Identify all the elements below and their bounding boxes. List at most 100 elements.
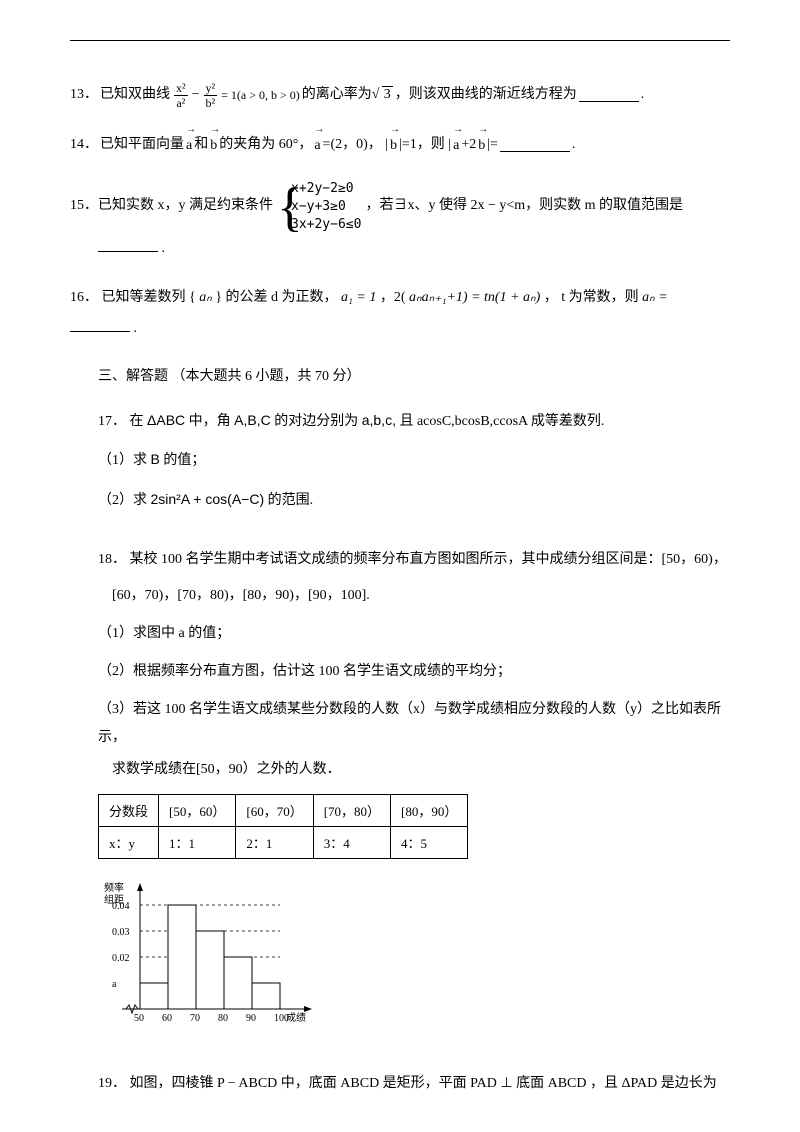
- question-15: 15． 已知实数 x，y 满足约束条件 { x+2y−2≥0 x−y+3≥0 3…: [70, 180, 730, 265]
- vec-a-2: a: [314, 129, 320, 162]
- vec-a-1: a: [186, 129, 192, 162]
- vec-b-1: b: [210, 129, 217, 162]
- q17-1d: A,B,C: [234, 412, 271, 428]
- q14-pre: 已知平面向量: [100, 130, 184, 161]
- q16-a1: a₁ = 1: [341, 290, 376, 305]
- q16-expr: aₙaₙ₊₁+1) = tn(1 + aₙ): [409, 290, 540, 305]
- cell-0: 1：1: [159, 827, 236, 859]
- ratio-table: 分数段 [50，60） [60，70） [70，80） [80，90） x：y …: [98, 794, 468, 859]
- q13-eqtail: = 1(a > 0, b > 0): [221, 82, 300, 108]
- q18-sub3: （3）若这 100 名学生语文成绩某些分数段的人数（x）与数学成绩相应分数段的人…: [98, 696, 730, 752]
- q18-sub3b: 求数学成绩在[50，90）之外的人数．: [112, 756, 730, 784]
- svg-text:0.02: 0.02: [112, 953, 130, 964]
- cell-2: 3：4: [313, 827, 390, 859]
- q16-d: ， t 为常数，则: [544, 290, 642, 305]
- svg-text:频率: 频率: [104, 881, 124, 894]
- q15-post: ，若∃x、y 使得 2x − y<m，则实数 m 的取值范围是: [365, 191, 683, 222]
- q16-b: } 的公差 d 为正数，: [215, 290, 337, 305]
- svg-text:成绩: 成绩: [286, 1011, 306, 1024]
- q17-sub2: （2）求 2sin²A + cos(A−C) 的范围.: [98, 485, 730, 515]
- svg-text:0.04: 0.04: [112, 901, 130, 912]
- q13-pre: 已知双曲线: [100, 80, 170, 111]
- brace-icon: {: [277, 180, 303, 235]
- q16-period: .: [134, 321, 138, 336]
- q16-blank: [70, 318, 130, 332]
- q13-minus: −: [192, 80, 200, 111]
- question-19: 19． 如图，四棱锥 P − ABCD 中，底面 ABCD 是矩形，平面 PAD…: [98, 1069, 730, 1100]
- cell-3: 4：5: [391, 827, 468, 859]
- th-2: [60，70）: [236, 795, 313, 827]
- q18-sub2: （2）根据频率分布直方图，估计这 100 名学生语文成绩的平均分；: [98, 658, 730, 686]
- question-18: 18． 某校 100 名学生期中考试语文成绩的频率分布直方图如图所示，其中成绩分…: [98, 545, 730, 576]
- q14-valb: |=1，则 |: [399, 130, 451, 161]
- q13-blank: [579, 88, 639, 102]
- question-14: 14． 已知平面向量 a 和 b 的夹角为 60°， a =(2，0)， | b…: [70, 129, 730, 162]
- q15-blank: [98, 238, 158, 252]
- svg-text:60: 60: [162, 1013, 172, 1024]
- histogram-chart: 频率组距0.040.030.02a5060708090100成绩: [98, 879, 338, 1039]
- q14-mid1: 的夹角为 60°，: [219, 130, 312, 161]
- content: 13． 已知双曲线 x² a² − y² b² = 1(a > 0, b > 0…: [70, 80, 730, 1100]
- svg-text:70: 70: [190, 1013, 200, 1024]
- q18-sub1: （1）求图中 a 的值；: [98, 620, 730, 648]
- q13-sqrt: 3: [374, 80, 393, 111]
- th-3: [70，80）: [313, 795, 390, 827]
- q18-line1: 某校 100 名学生期中考试语文成绩的频率分布直方图如图所示，其中成绩分组区间是…: [130, 552, 727, 567]
- q16-an1: aₙ: [199, 290, 212, 305]
- svg-text:80: 80: [218, 1013, 228, 1024]
- q14-tail: |=: [487, 130, 498, 161]
- q17-1f: a,b,c,: [362, 412, 396, 428]
- q18-number: 18．: [98, 552, 126, 567]
- q13-period: .: [641, 80, 645, 111]
- q15-number: 15．: [70, 191, 98, 222]
- svg-text:50: 50: [134, 1013, 144, 1024]
- q18-line2: [60，70)，[70，80)，[80，90)，[90，100].: [112, 582, 730, 610]
- row-label: x：y: [99, 827, 159, 859]
- vec-b-2: b: [390, 129, 397, 162]
- svg-text:a: a: [112, 979, 117, 990]
- q14-and: 和: [194, 130, 208, 161]
- q14-vala: =(2，0)， |: [323, 130, 389, 161]
- q17-1b: ΔABC: [147, 412, 185, 428]
- question-13: 13． 已知双曲线 x² a² − y² b² = 1(a > 0, b > 0…: [70, 80, 730, 111]
- q19-text: 如图，四棱锥 P − ABCD 中，底面 ABCD 是矩形，平面 PAD ⊥ 底…: [130, 1076, 717, 1091]
- q16-number: 16．: [70, 290, 98, 305]
- histogram-svg: 频率组距0.040.030.02a5060708090100成绩: [98, 879, 338, 1039]
- q13-mid: 的离心率为: [302, 80, 372, 111]
- q14-plus: +2: [461, 130, 476, 161]
- section-3-title: 三、解答题 （本大题共 6 小题，共 70 分）: [98, 363, 730, 391]
- q17-sub1: （1）求 B 的值；: [98, 445, 730, 475]
- q15-pre: 已知实数 x，y 满足约束条件: [98, 191, 273, 222]
- vec-b-3: b: [478, 129, 485, 162]
- svg-text:90: 90: [246, 1013, 256, 1024]
- q15-period: .: [162, 241, 166, 256]
- q13-number: 13．: [70, 80, 98, 111]
- q16-an2: aₙ =: [642, 290, 668, 305]
- q19-number: 19．: [98, 1076, 126, 1091]
- q16-c: ，2(: [380, 290, 406, 305]
- q17-1c: 中，角: [189, 414, 231, 429]
- q14-period: .: [572, 130, 576, 161]
- q17-1a: 在: [130, 414, 144, 429]
- question-17: 17． 在 ΔABC 中，角 A,B,C 的对边分别为 a,b,c, 且 aco…: [98, 405, 730, 438]
- q14-number: 14．: [70, 130, 98, 161]
- cell-1: 2：1: [236, 827, 313, 859]
- q17-1e: 的对边分别为: [274, 414, 358, 429]
- q16-a: 已知等差数列 {: [102, 290, 196, 305]
- q15-system: { x+2y−2≥0 x−y+3≥0 3x+2y−6≤0: [277, 180, 361, 235]
- q13-frac1: x² a²: [174, 81, 188, 111]
- page-top-rule: [70, 40, 730, 41]
- vec-a-3: a: [453, 129, 459, 162]
- table-header-row: 分数段 [50，60） [60，70） [70，80） [80，90）: [99, 795, 468, 827]
- question-16: 16． 已知等差数列 { aₙ } 的公差 d 为正数， a₁ = 1 ，2( …: [70, 283, 730, 345]
- q13-frac2: y² b²: [204, 81, 218, 111]
- table-row: x：y 1：1 2：1 3：4 4：5: [99, 827, 468, 859]
- q17-number: 17．: [98, 414, 126, 429]
- th-1: [50，60）: [159, 795, 236, 827]
- svg-text:0.03: 0.03: [112, 927, 130, 938]
- q14-blank: [500, 138, 570, 152]
- th-0: 分数段: [99, 795, 159, 827]
- q13-post: ，则该双曲线的渐近线方程为: [395, 80, 577, 111]
- th-4: [80，90）: [391, 795, 468, 827]
- q17-1g: 且 acosC,bcosB,ccosA 成等差数列.: [399, 414, 604, 429]
